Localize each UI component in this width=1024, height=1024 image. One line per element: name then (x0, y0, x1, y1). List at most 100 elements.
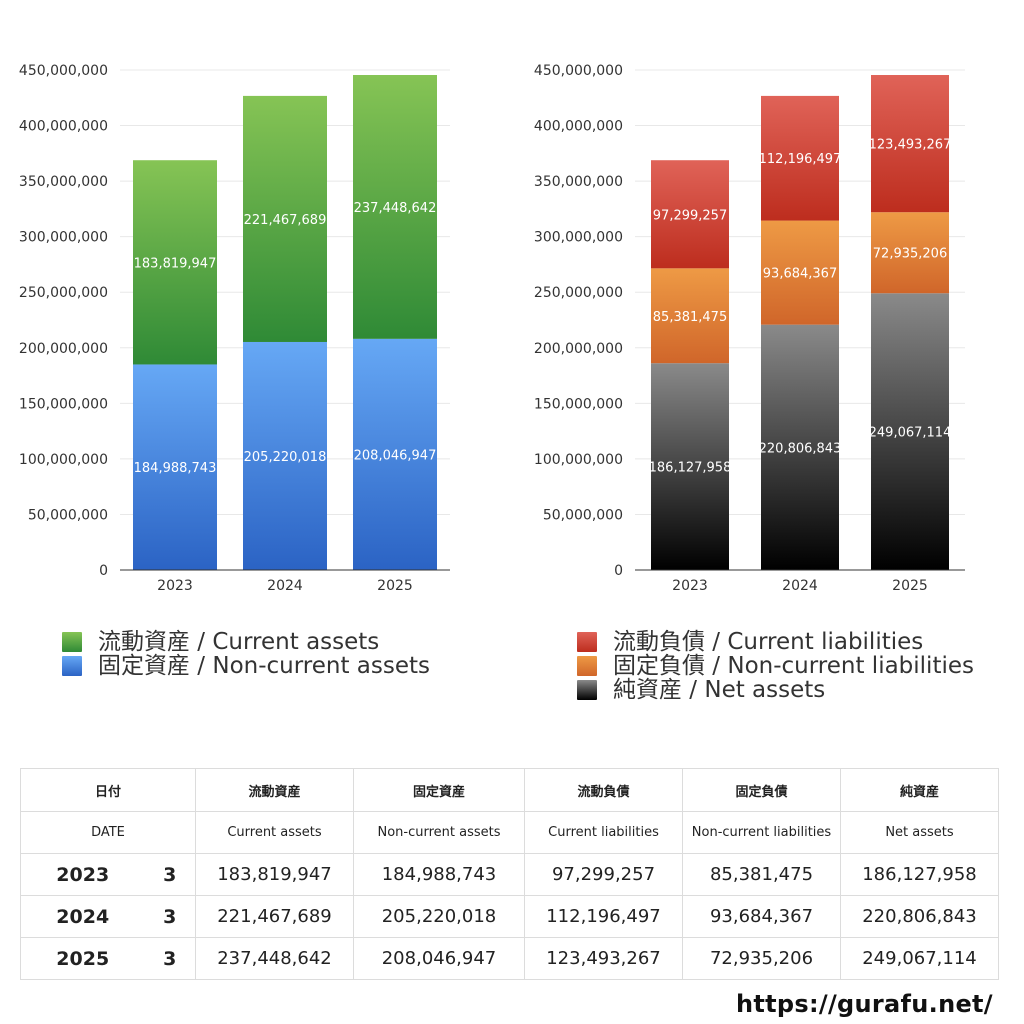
data-label: 208,046,947 (354, 448, 437, 463)
legend-swatch-current-liabilities (577, 632, 597, 652)
header-net-assets-jp: 純資産 (840, 768, 999, 812)
y-tick-label: 400,000,000 (19, 119, 108, 135)
data-label: 249,067,114 (869, 426, 952, 441)
legend-swatch-net-assets (577, 680, 597, 700)
bar-segment (353, 338, 437, 570)
y-tick-label: 350,000,000 (19, 174, 108, 190)
bar-segment (761, 220, 839, 325)
x-tick-label: 2025 (892, 578, 928, 594)
header-non-current-liabilities-en: Non-current liabilities (682, 811, 841, 854)
x-tick-label: 2023 (157, 578, 193, 594)
header-non-current-assets-en: Non-current assets (353, 811, 525, 854)
bar-segment (243, 95, 327, 342)
cell-current-assets: 221,467,689 (195, 895, 354, 938)
cell-non-current-assets: 208,046,947 (353, 937, 525, 980)
y-tick-label: 100,000,000 (534, 452, 623, 468)
cell-non-current-liabilities: 85,381,475 (682, 853, 841, 896)
row-month: 3 (144, 937, 196, 980)
legend-item-non-current-assets: 固定資産 / Non-current assets (62, 654, 430, 678)
table-row: 2024 3 221,467,689 205,220,018 112,196,4… (20, 895, 999, 938)
assets-legend: 流動資産 / Current assets 固定資産 / Non-current… (62, 630, 430, 678)
bar-segment (651, 363, 729, 570)
x-tick-label: 2024 (267, 578, 303, 594)
legend-item-non-current-liabilities: 固定負債 / Non-current liabilities (577, 654, 974, 678)
y-tick-label: 150,000,000 (534, 396, 623, 412)
bar-segment (871, 212, 949, 294)
header-current-assets-en: Current assets (195, 811, 354, 854)
legend-swatch-non-current-assets (62, 656, 82, 676)
liabilities-legend: 流動負債 / Current liabilities 固定負債 / Non-cu… (577, 630, 974, 702)
cell-net-assets: 220,806,843 (840, 895, 999, 938)
table-row: 2025 3 237,448,642 208,046,947 123,493,2… (20, 937, 999, 980)
data-table: 日付 流動資産 固定資産 流動負債 固定負債 純資産 DATE Current … (20, 768, 999, 980)
cell-non-current-liabilities: 93,684,367 (682, 895, 841, 938)
y-tick-label: 200,000,000 (19, 341, 108, 357)
data-label: 220,806,843 (759, 441, 842, 456)
legend-label-current-assets: 流動資産 / Current assets (98, 629, 380, 655)
bar-segment (761, 95, 839, 221)
legend-item-current-liabilities: 流動負債 / Current liabilities (577, 630, 974, 654)
cell-current-assets: 237,448,642 (195, 937, 354, 980)
charts-canvas: 0 50,000,000 100,000,000 150,000,000 200,000… (19, 63, 965, 594)
x-tick-label: 2024 (782, 578, 818, 594)
y-tick-label: 250,000,000 (534, 285, 623, 301)
cell-current-liabilities: 123,493,267 (524, 937, 683, 980)
y-tick-label: 250,000,000 (19, 285, 108, 301)
legend-label-non-current-assets: 固定資産 / Non-current assets (98, 653, 431, 679)
y-tick-label: 0 (99, 563, 108, 579)
y-tick-label: 400,000,000 (534, 119, 623, 135)
y-tick-label: 50,000,000 (28, 507, 108, 523)
cell-non-current-assets: 184,988,743 (353, 853, 525, 896)
bar-segment (761, 324, 839, 570)
bar-segment (133, 160, 217, 365)
y-tick-label: 300,000,000 (534, 230, 623, 246)
legend-item-current-assets: 流動資産 / Current assets (62, 630, 430, 654)
legend-label-current-liabilities: 流動負債 / Current liabilities (613, 629, 924, 655)
x-tick-label: 2025 (377, 578, 413, 594)
data-label: 123,493,267 (869, 138, 952, 153)
bar-segment (353, 75, 437, 339)
site-url[interactable]: https://gurafu.net/ (736, 990, 993, 1018)
header-current-assets-jp: 流動資産 (195, 768, 354, 812)
row-year: 2024 (20, 895, 145, 938)
y-tick-label: 300,000,000 (19, 230, 108, 246)
data-label: 97,299,257 (653, 208, 727, 223)
table-header-en: DATE Current assets Non-current assets C… (20, 811, 999, 854)
legend-label-net-assets: 純資産 / Net assets (613, 677, 826, 703)
header-net-assets-en: Net assets (840, 811, 999, 854)
row-year: 2023 (20, 853, 145, 896)
header-current-liabilities-en: Current liabilities (524, 811, 683, 854)
bar-segment (243, 341, 327, 570)
y-tick-label: 50,000,000 (543, 507, 623, 523)
y-tick-label: 350,000,000 (534, 174, 623, 190)
data-label: 85,381,475 (653, 310, 727, 325)
data-label: 72,935,206 (873, 247, 947, 262)
data-label: 184,988,743 (134, 461, 217, 476)
liabilities-chart: 0 50,000,000 100,000,000 150,000,000 200,000… (534, 63, 965, 594)
cell-current-liabilities: 112,196,497 (524, 895, 683, 938)
y-tick-label: 100,000,000 (19, 452, 108, 468)
data-label: 183,819,947 (134, 256, 217, 271)
header-non-current-assets-jp: 固定資産 (353, 768, 525, 812)
table-header-jp: 日付 流動資産 固定資産 流動負債 固定負債 純資産 (20, 768, 999, 812)
bar-segment (871, 75, 949, 213)
header-non-current-liabilities-jp: 固定負債 (682, 768, 841, 812)
y-tick-label: 450,000,000 (534, 63, 623, 79)
cell-non-current-liabilities: 72,935,206 (682, 937, 841, 980)
y-tick-label: 0 (614, 563, 623, 579)
y-tick-label: 150,000,000 (19, 396, 108, 412)
legend-swatch-current-assets (62, 632, 82, 652)
legend-item-net-assets: 純資産 / Net assets (577, 678, 974, 702)
cell-net-assets: 186,127,958 (840, 853, 999, 896)
bar-segment (651, 268, 729, 364)
bar-segment (133, 364, 217, 570)
row-year: 2025 (20, 937, 145, 980)
row-month: 3 (144, 895, 196, 938)
data-label: 205,220,018 (244, 450, 327, 465)
x-tick-label: 2023 (672, 578, 708, 594)
cell-current-assets: 183,819,947 (195, 853, 354, 896)
data-label: 186,127,958 (649, 461, 732, 476)
table-row: 2023 3 183,819,947 184,988,743 97,299,25… (20, 853, 999, 896)
bar-segment (651, 160, 729, 269)
bar-segment (871, 293, 949, 570)
